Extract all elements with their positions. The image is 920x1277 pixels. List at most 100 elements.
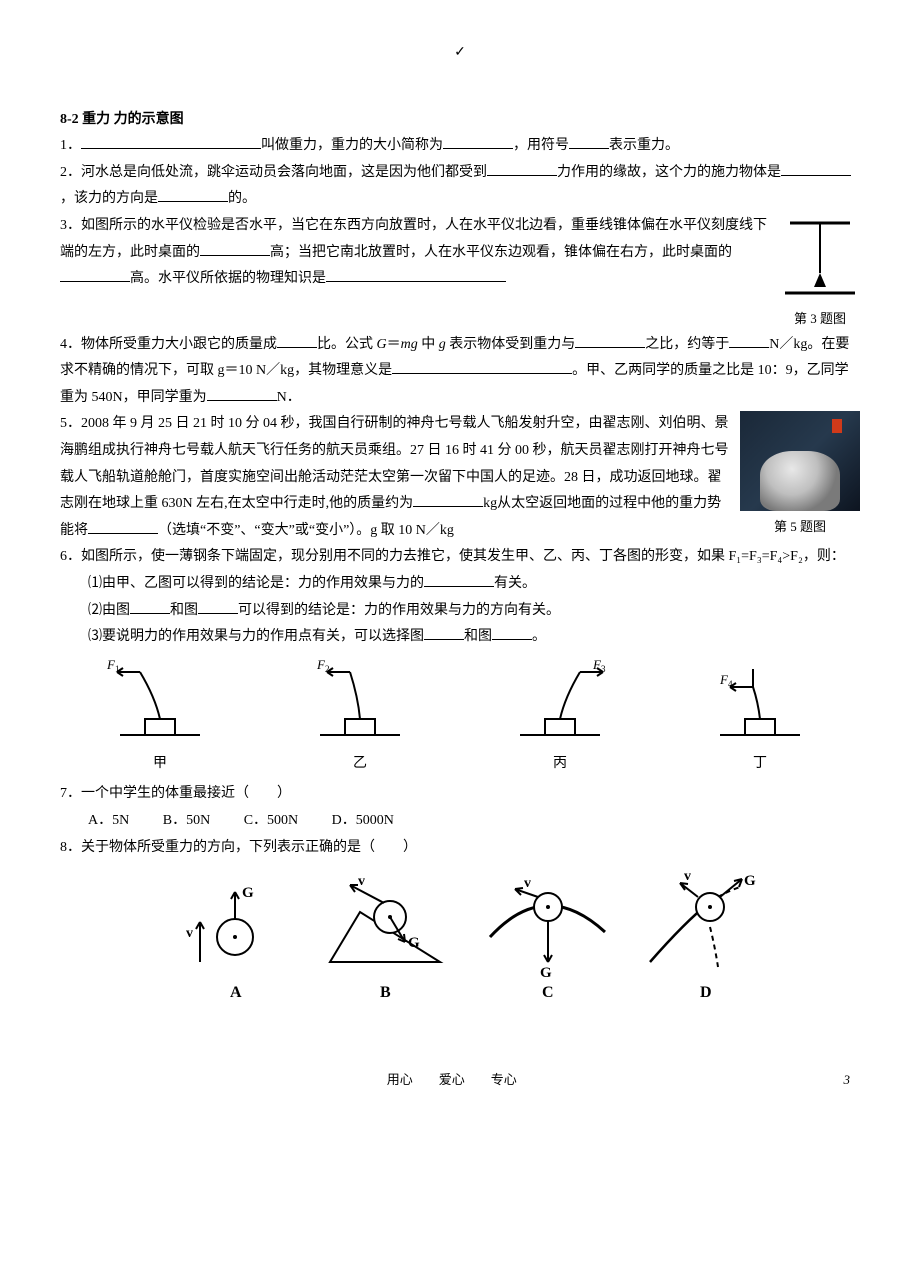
q6-s1a: ⑴由甲、乙图可以得到的结论是：力的作用效果与力的 <box>88 576 424 591</box>
plumb-level-icon <box>780 213 860 303</box>
blank <box>88 519 158 534</box>
q1-num: 1． <box>60 138 81 153</box>
q2-num: 2． <box>60 165 81 180</box>
q6-fig-ding: F4 丁 <box>705 657 815 778</box>
q6-label: 丁 <box>705 751 815 778</box>
q1-t3: 表示重力。 <box>609 138 679 153</box>
blank <box>200 241 270 256</box>
blank <box>207 386 277 401</box>
svg-text:A: A <box>230 984 242 1001</box>
blank <box>198 599 238 614</box>
q6-intro: 如图所示，使一薄钢条下端固定，现分别用不同的力去推它，使其发生甲、乙、丙、丁各图… <box>81 549 845 564</box>
page-footer: 用心 爱心 专心 3 <box>60 1068 860 1093</box>
svg-text:G: G <box>744 873 756 889</box>
svg-text:4: 4 <box>728 679 733 689</box>
svg-text:1: 1 <box>115 664 120 674</box>
q4-eq: ＝ <box>387 337 401 352</box>
q4-t6: N． <box>277 390 301 405</box>
q2-t3: ，该力的方向是 <box>60 191 158 206</box>
q2-t1: 河水总是向低处流，跳伞运动员会落向地面，这是因为他们都受到 <box>81 165 487 180</box>
q6-num: 6． <box>60 549 81 564</box>
q3-num: 3． <box>60 218 81 233</box>
q6-label: 丙 <box>505 751 615 778</box>
q2-t4: 的。 <box>228 191 256 206</box>
q7-opt-b: B．50N <box>163 808 210 835</box>
q5-num: 5． <box>60 416 81 431</box>
q8-stem: 关于物体所受重力的方向，下列表示正确的是（ ） <box>81 840 417 855</box>
blank <box>277 333 317 348</box>
question-7: 7．一个中学生的体重最接近（ ） A．5N B．50N C．500N D．500… <box>60 781 860 834</box>
astronaut-photo <box>740 411 860 511</box>
q6-label: 甲 <box>105 751 215 778</box>
question-2: 2．河水总是向低处流，跳伞运动员会落向地面，这是因为他们都受到 力作用的缘故，这个… <box>60 160 860 213</box>
blank <box>81 134 261 149</box>
q6-s2a: ⑵由图 <box>88 603 130 618</box>
blank <box>60 267 130 282</box>
blank <box>158 187 228 202</box>
svg-text:G: G <box>242 885 254 901</box>
question-1: 1． 叫做重力，重力的大小简称为 ，用符号 表示重力。 <box>60 133 860 160</box>
q7-stem: 一个中学生的体重最接近（ ） <box>81 786 291 801</box>
q7-num: 7． <box>60 786 81 801</box>
q6-s3b: 和图 <box>464 629 492 644</box>
q6-fig-jia: F1 甲 <box>105 657 215 778</box>
blank <box>392 359 572 374</box>
q8-figure-row: G v A G v B <box>60 867 860 1028</box>
question-3: 3．如图所示的水平仪检验是否水平，当它在东西方向放置时，人在水平仪北边看，重垂线… <box>60 213 860 332</box>
svg-text:2: 2 <box>325 664 330 674</box>
q6-s3c: 。 <box>532 629 546 644</box>
blank <box>443 134 513 149</box>
q1-t1: 叫做重力，重力的大小简称为 <box>261 138 443 153</box>
question-8: 8．关于物体所受重力的方向，下列表示正确的是（ ） G v A <box>60 835 860 1028</box>
question-6: 6．如图所示，使一薄钢条下端固定，现分别用不同的力去推它，使其发生甲、乙、丙、丁… <box>60 544 860 777</box>
q4-num: 4． <box>60 337 81 352</box>
q3-t3: 高。水平仪所依据的物理知识是 <box>130 271 326 286</box>
blank <box>569 134 609 149</box>
q6-s2c: 可以得到的结论是：力的作用效果与力的方向有关。 <box>238 603 560 618</box>
blank <box>424 572 494 587</box>
q5-figure: 第 5 题图 <box>740 411 860 540</box>
blank <box>424 625 464 640</box>
svg-text:v: v <box>186 926 193 941</box>
rod-diagram-icon: F1 <box>105 657 215 747</box>
q6-fig-yi: F2 乙 <box>305 657 415 778</box>
q5-caption: 第 5 题图 <box>774 519 826 534</box>
svg-text:D: D <box>700 984 712 1001</box>
q4-t2b: 表示物体受到重力与 <box>446 337 576 352</box>
q6-fig-bing: F3 丙 <box>505 657 615 778</box>
q3-figure: 第 3 题图 <box>780 213 860 332</box>
question-4: 4．物体所受重力大小跟它的质量成比。公式 G＝mg 中 g 表示物体受到重力与之… <box>60 332 860 412</box>
svg-text:B: B <box>380 984 391 1001</box>
q8-num: 8． <box>60 840 81 855</box>
svg-text:v: v <box>524 876 531 891</box>
page-number: 3 <box>844 1068 851 1093</box>
q7-opt-c: C．500N <box>244 808 298 835</box>
q4-t3: 之比，约等于 <box>645 337 729 352</box>
q1-t2: ，用符号 <box>513 138 569 153</box>
q4-G: G <box>377 337 387 352</box>
svg-text:G: G <box>540 965 552 981</box>
gravity-direction-diagram: G v A G v B <box>150 867 770 1017</box>
q6-s2b: 和图 <box>170 603 198 618</box>
blank <box>487 161 557 176</box>
footer-motto: 用心 爱心 专心 <box>387 1072 517 1087</box>
q6-figure-row: F1 甲 F2 乙 F3 丙 <box>60 657 860 778</box>
blank <box>130 599 170 614</box>
q6-label: 乙 <box>305 751 415 778</box>
q4-gvar: g <box>439 337 446 352</box>
q7-opt-a: A．5N <box>88 808 129 835</box>
svg-text:C: C <box>542 984 554 1001</box>
q7-opt-d: D．5000N <box>332 808 394 835</box>
svg-text:v: v <box>684 869 691 884</box>
svg-text:G: G <box>408 935 420 951</box>
rod-diagram-icon: F3 <box>505 657 615 747</box>
q6-s3a: ⑶要说明力的作用效果与力的作用点有关，可以选择图 <box>88 629 424 644</box>
svg-text:v: v <box>358 874 365 889</box>
q4-t2: 比。公式 <box>317 337 377 352</box>
q6-s1b: 有关。 <box>494 576 536 591</box>
blank <box>575 333 645 348</box>
q4-post: 中 <box>418 337 439 352</box>
blank <box>729 333 769 348</box>
q2-t2: 力作用的缘故，这个力的施力物体是 <box>557 165 781 180</box>
section-title: 8-2 重力 力的示意图 <box>60 107 860 134</box>
